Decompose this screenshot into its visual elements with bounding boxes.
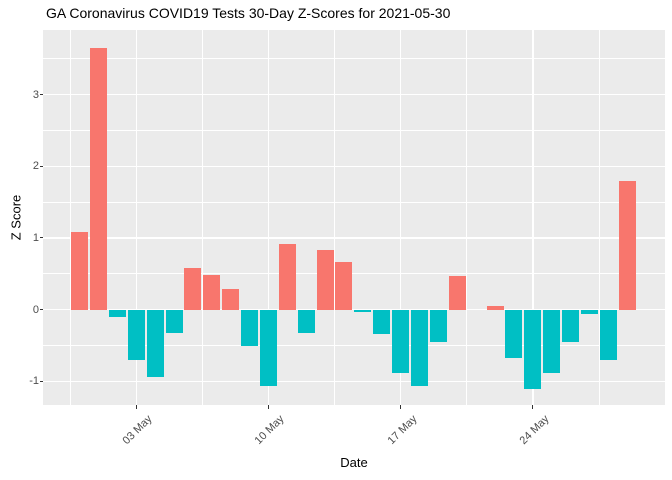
y-tick-mark: [39, 165, 43, 167]
gridline-minor-y: [43, 130, 665, 131]
bar-2021-05-26: [562, 309, 580, 342]
bar-2021-05-25: [543, 309, 561, 374]
bar-2021-05-14: [335, 261, 353, 310]
y-tick-label: 2: [32, 160, 39, 173]
x-axis-title: Date: [340, 455, 368, 470]
x-tick-mark: [135, 405, 137, 409]
gridline-major-x: [135, 30, 137, 405]
y-tick-mark: [39, 94, 43, 96]
bar-2021-05-29: [618, 180, 636, 310]
bar-2021-05-27: [580, 309, 598, 314]
gridline-minor-x: [334, 30, 335, 405]
gridline-major-y: [43, 380, 665, 383]
y-tick-label: 0: [32, 303, 39, 316]
bar-2021-05-23: [505, 309, 523, 358]
bar-2021-05-20: [448, 275, 466, 310]
bar-2021-05-06: [184, 268, 202, 310]
y-axis-title-box: Z Score: [0, 30, 32, 405]
bar-2021-05-28: [599, 309, 617, 360]
y-tick-mark: [39, 309, 43, 311]
bar-2021-05-24: [524, 309, 542, 390]
bar-2021-05-19: [429, 309, 447, 342]
y-tick-mark: [39, 237, 43, 239]
bar-2021-05-08: [222, 288, 240, 310]
bar-2021-05-05: [165, 309, 183, 334]
gridline-minor-x: [598, 30, 600, 405]
x-tick-mark: [267, 405, 269, 409]
bar-2021-05-22: [486, 306, 504, 310]
bar-2021-05-12: [297, 309, 315, 334]
gridline-minor-x: [466, 30, 468, 405]
gridline-minor-y: [43, 273, 665, 275]
gridline-major-x: [267, 30, 270, 405]
bar-2021-05-01: [90, 47, 107, 310]
gridline-minor-y: [43, 58, 665, 60]
gridline-major-y: [43, 93, 665, 96]
gridline-major-y: [43, 237, 665, 239]
x-tick-label: 24 May: [517, 413, 552, 447]
bar-2021-05-11: [278, 243, 296, 310]
x-tick-label: 03 May: [120, 413, 155, 447]
gridline-major-x: [532, 30, 534, 405]
y-tick-label: 3: [32, 88, 39, 101]
gridline-major-x: [399, 30, 402, 405]
bar-2021-05-13: [316, 250, 334, 310]
bar-2021-05-10: [259, 309, 277, 387]
bar-2021-05-03: [127, 309, 145, 360]
gridline-major-y: [43, 308, 665, 311]
x-tick-mark: [400, 405, 402, 409]
gridline-major-y: [43, 165, 665, 167]
y-tick-mark: [39, 380, 43, 382]
y-tick-label: 1: [32, 231, 39, 244]
y-axis-title: Z Score: [8, 194, 24, 241]
gridline-minor-x: [69, 30, 71, 405]
bar-2021-05-17: [392, 309, 410, 373]
bar-2021-05-15: [354, 309, 372, 312]
plot-panel: [43, 30, 665, 405]
bar-2021-05-04: [146, 309, 164, 378]
gridline-minor-y: [43, 201, 665, 203]
bar-2021-05-02: [108, 309, 126, 317]
gridline-minor-x: [202, 30, 203, 405]
bar-2021-04-30: [71, 232, 89, 310]
bar-2021-05-16: [373, 309, 391, 334]
chart-title: GA Coronavirus COVID19 Tests 30-Day Z-Sc…: [46, 5, 451, 21]
x-tick-label: 10 May: [252, 413, 287, 447]
x-tick-mark: [532, 405, 534, 409]
bar-2021-05-09: [241, 309, 259, 347]
gridline-minor-y: [43, 345, 665, 346]
bar-2021-05-18: [411, 309, 428, 386]
x-tick-label: 17 May: [385, 413, 420, 447]
y-tick-label: -1: [29, 375, 39, 388]
bar-2021-05-07: [203, 275, 221, 310]
